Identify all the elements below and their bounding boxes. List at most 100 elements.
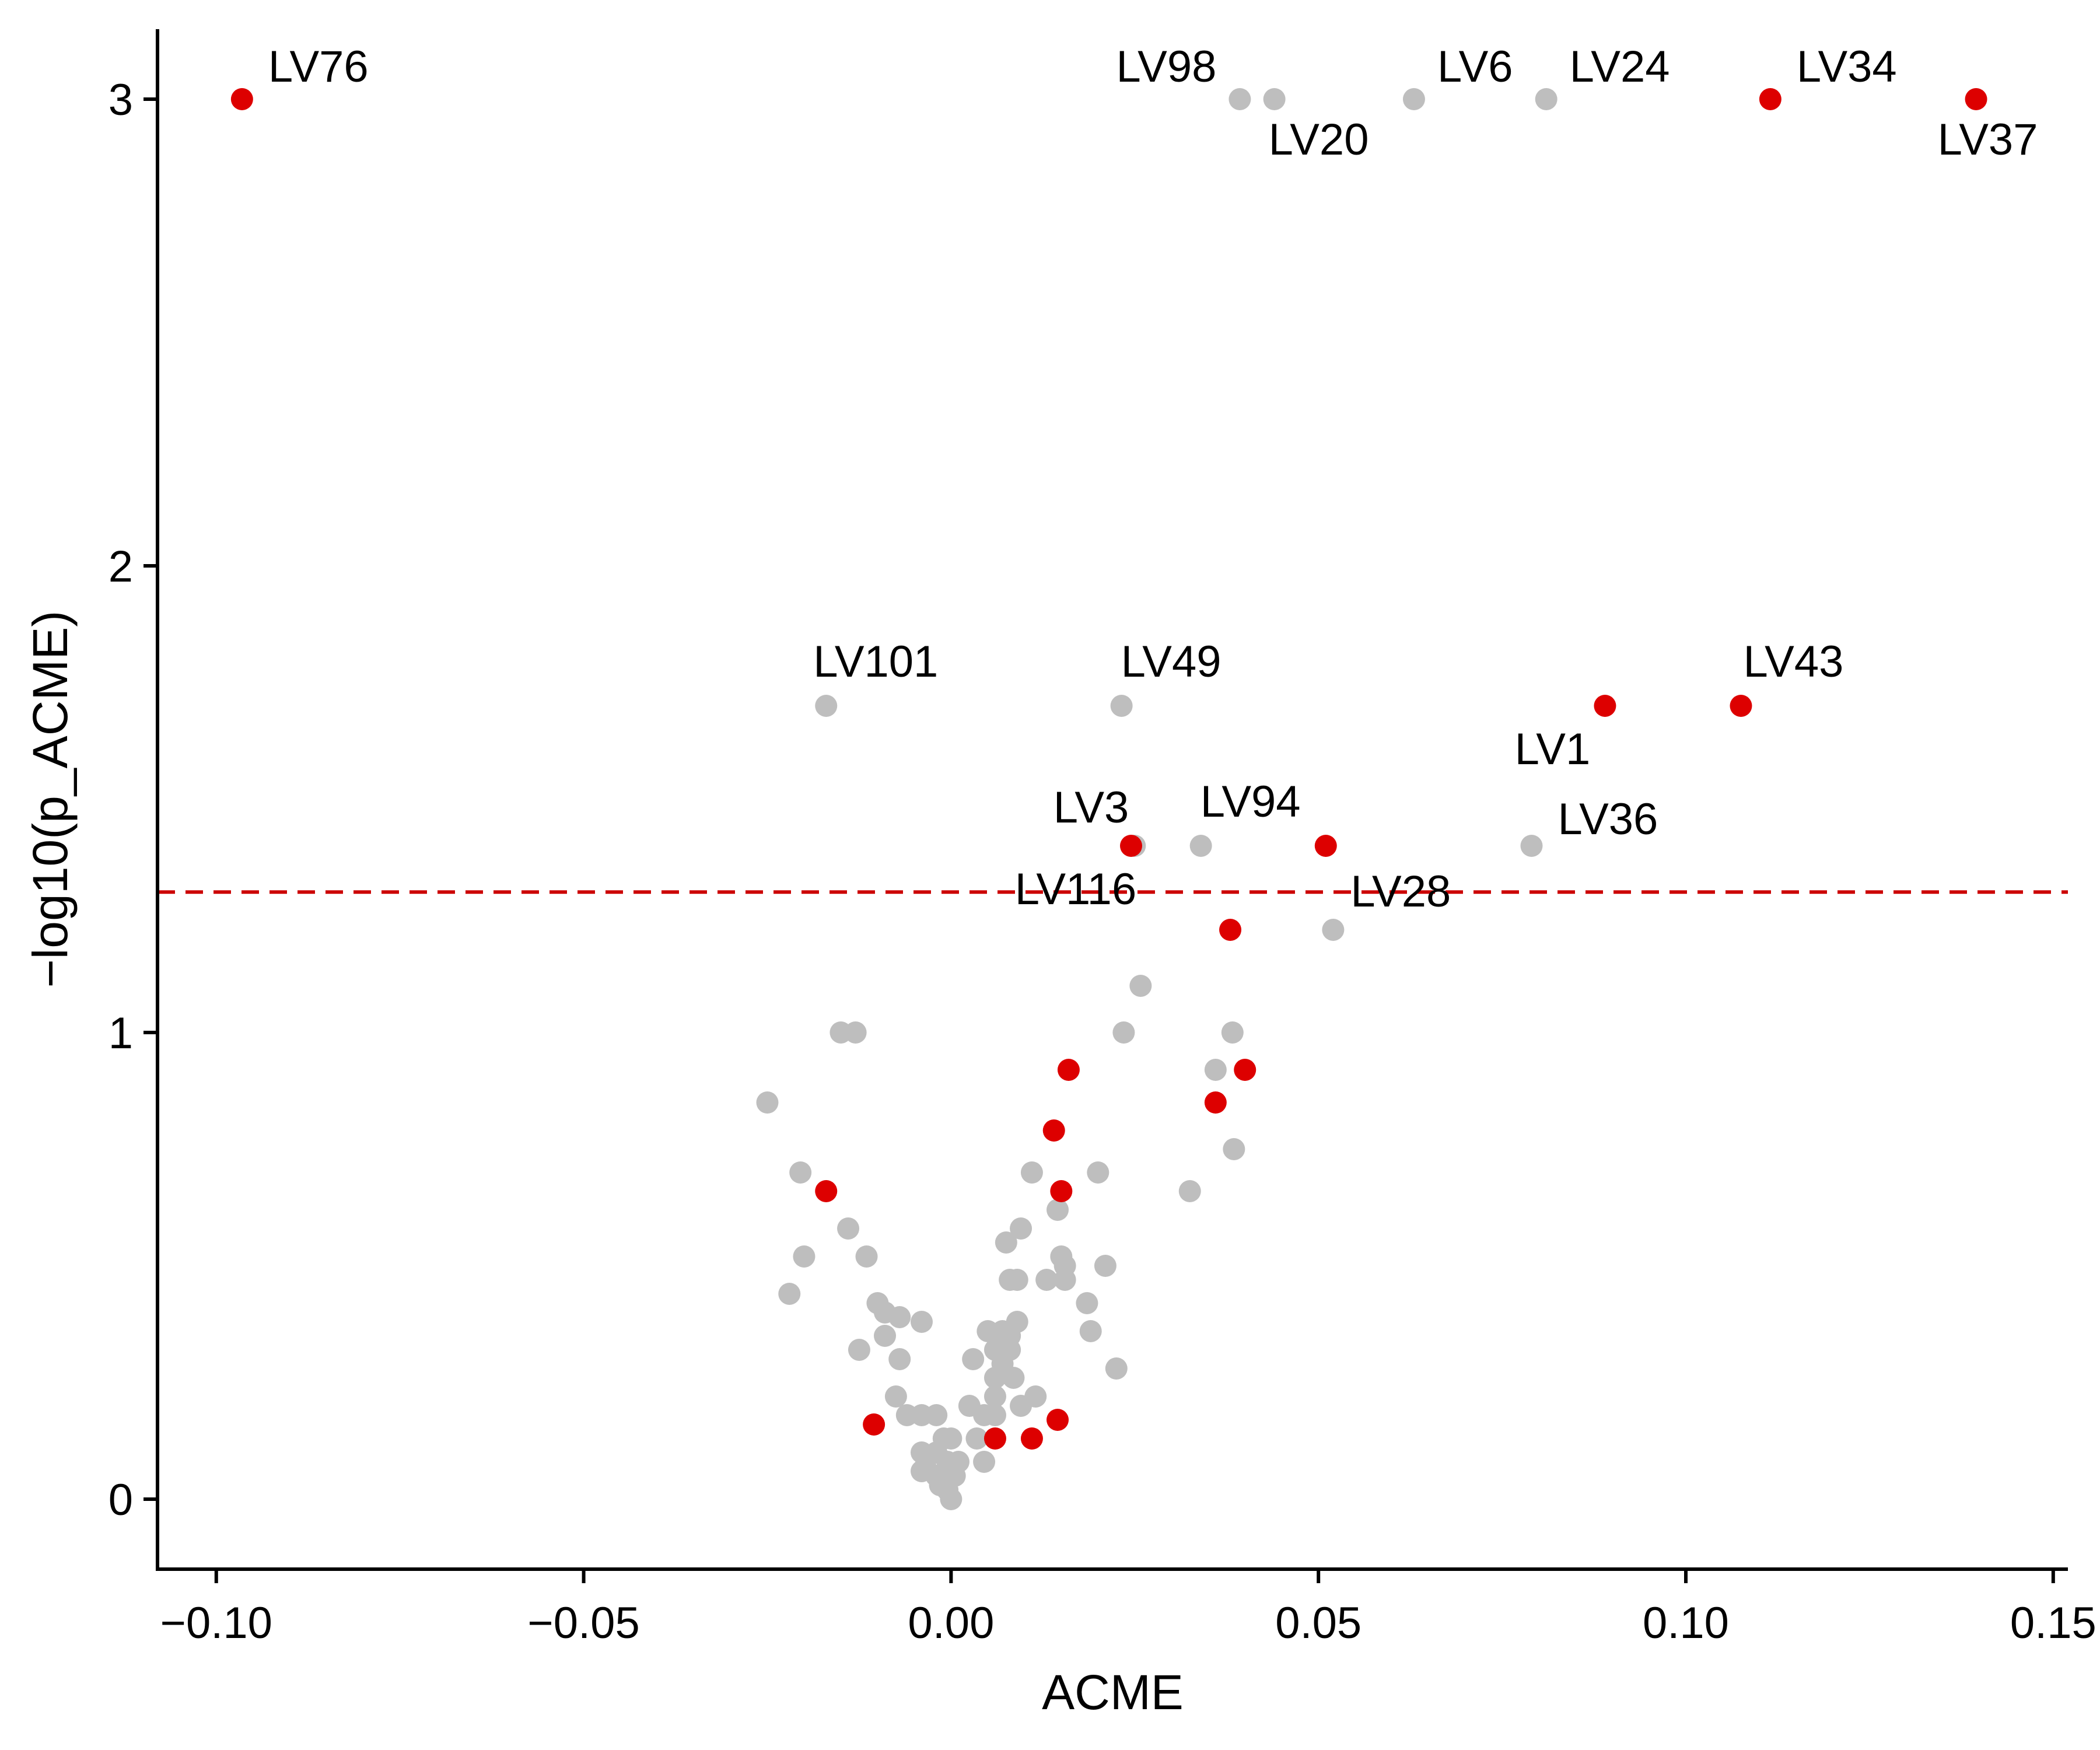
point-labels-layer: LV98 LV20 LV6 LV24 LV101 LV49 LV3 LV94 LV36 LV28 L… [268, 42, 2038, 916]
gray-point [1020, 1161, 1043, 1184]
x-ticks: −0.10 −0.05 0.00 0.05 0.10 0.15 [160, 1569, 2096, 1648]
gray-point [965, 1427, 988, 1450]
gray-point [1046, 1199, 1069, 1221]
y-ticks: 0 1 2 3 [108, 75, 158, 1525]
gray-point [884, 1385, 907, 1408]
point-label: LV49 [1121, 637, 1222, 687]
gray-point [1076, 1292, 1098, 1314]
gray-point [1223, 1138, 1245, 1160]
gray-point [1010, 1395, 1032, 1417]
highlighted-point [1057, 1059, 1080, 1081]
y-tick-label: 0 [108, 1475, 133, 1525]
gray-point [1105, 1357, 1128, 1380]
gray-point [756, 1091, 779, 1114]
point-label: LV34 [1797, 42, 1897, 92]
gray-point [1087, 1161, 1110, 1184]
x-tick-label: −0.10 [160, 1598, 272, 1648]
gray-point [789, 1161, 812, 1184]
gray-point [1110, 695, 1133, 717]
gray-point [1322, 919, 1345, 941]
gray-point [1129, 975, 1152, 997]
point-label: LV76 [268, 42, 369, 92]
highlighted-point [984, 1427, 1006, 1450]
gray-point [1204, 1059, 1227, 1081]
point-label: LV101 [813, 637, 938, 687]
highlighted-point [1042, 1119, 1065, 1142]
x-tick-label: 0.05 [1275, 1598, 1362, 1648]
gray-point [1002, 1367, 1025, 1389]
x-tick-label: 0.10 [1643, 1598, 1729, 1648]
highlighted-point [1965, 88, 1987, 110]
gray-point [1520, 835, 1543, 857]
point-label: LV6 [1437, 42, 1513, 92]
highlighted-point [1046, 1409, 1069, 1431]
highlighted-point [1050, 1180, 1073, 1202]
gray-point [1112, 1021, 1135, 1044]
gray-point [925, 1404, 948, 1426]
point-label: LV24 [1570, 42, 1670, 92]
y-axis-title: −log10(p_ACME) [23, 611, 78, 988]
gray-point [984, 1367, 1006, 1389]
y-tick-label: 3 [108, 75, 133, 125]
gray-point [848, 1339, 870, 1361]
gray-point [844, 1021, 867, 1044]
highlighted-point [1234, 1059, 1256, 1081]
gray-point [888, 1348, 911, 1370]
highlighted-point [1119, 835, 1142, 857]
highlighted-point [1020, 1427, 1043, 1450]
gray-point [1079, 1320, 1102, 1342]
point-label: LV116 [1015, 864, 1136, 914]
x-tick-label: 0.00 [908, 1598, 994, 1648]
highlighted-point [1204, 1091, 1227, 1114]
point-label: LV20 [1269, 115, 1369, 164]
points-layer [230, 88, 1987, 1510]
gray-point [793, 1245, 816, 1268]
highlighted-point [1594, 695, 1616, 717]
gray-point [837, 1217, 860, 1240]
point-label: LV98 [1116, 42, 1217, 92]
gray-point [1010, 1217, 1032, 1240]
gray-point [1263, 88, 1286, 110]
gray-point [911, 1311, 933, 1333]
y-tick-label: 1 [108, 1009, 133, 1058]
gray-point [1094, 1255, 1116, 1277]
highlighted-point [230, 88, 253, 110]
y-tick-label: 2 [108, 542, 133, 592]
highlighted-point [1219, 919, 1242, 941]
gray-point [874, 1325, 897, 1347]
axes-layer [156, 29, 2068, 1571]
gray-point [1189, 835, 1212, 857]
point-label: LV43 [1744, 637, 1844, 687]
x-tick-label: −0.05 [527, 1598, 639, 1648]
x-axis-title: ACME [1042, 1665, 1184, 1720]
gray-point [984, 1404, 1006, 1426]
highlighted-point [1759, 88, 1782, 110]
gray-point [940, 1488, 963, 1510]
gray-point [1535, 88, 1558, 110]
gray-point [855, 1245, 878, 1268]
point-label: LV36 [1558, 794, 1658, 844]
gray-point [1006, 1269, 1028, 1291]
gray-point [1178, 1180, 1201, 1202]
highlighted-point [1314, 835, 1337, 857]
point-label: LV3 [1054, 783, 1129, 832]
gray-point [815, 695, 838, 717]
gray-point [984, 1385, 1006, 1408]
point-label: LV28 [1350, 867, 1451, 916]
gray-point [1221, 1021, 1244, 1044]
gray-point [995, 1231, 1017, 1254]
gray-point [1054, 1269, 1076, 1291]
gray-point [778, 1283, 801, 1305]
highlighted-point [1730, 695, 1752, 717]
point-label: LV1 [1515, 724, 1591, 774]
gray-point [1402, 88, 1425, 110]
highlighted-point [815, 1180, 838, 1202]
gray-point [1035, 1269, 1058, 1291]
gray-point [888, 1306, 911, 1328]
gray-point [1228, 88, 1251, 110]
gray-point [940, 1427, 963, 1450]
point-label: LV94 [1200, 777, 1301, 827]
highlighted-point [863, 1413, 886, 1436]
gray-point [962, 1348, 985, 1370]
